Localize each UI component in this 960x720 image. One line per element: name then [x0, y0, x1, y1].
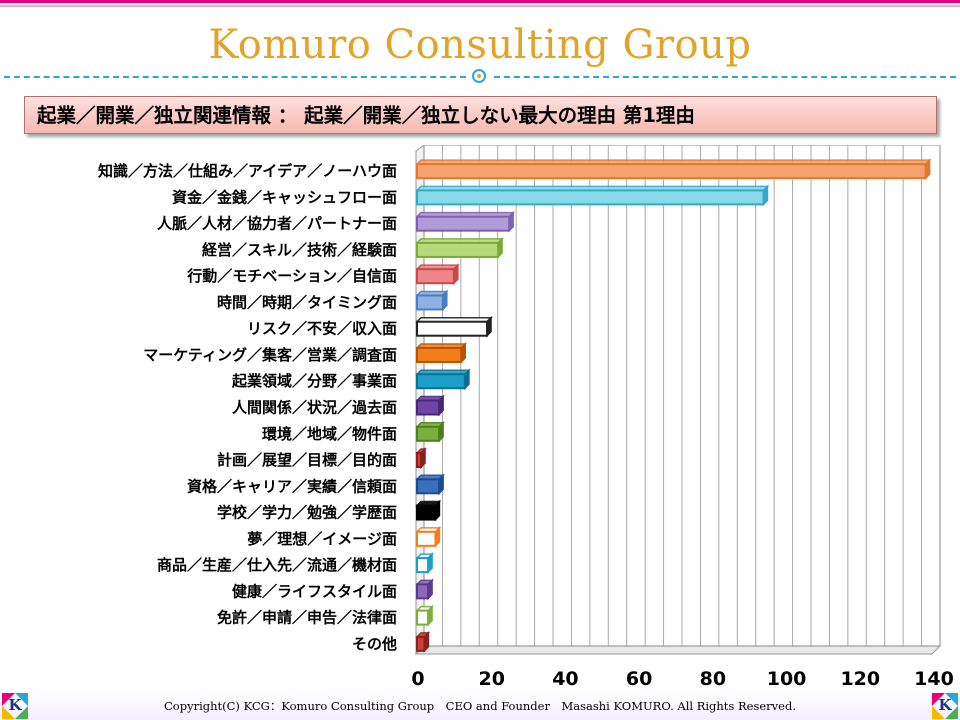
title-divider-left [4, 76, 466, 78]
bar [416, 452, 422, 469]
bar [416, 635, 426, 652]
category-label: 行動／モチベーション／自信面 [186, 267, 397, 285]
bar [416, 320, 489, 337]
category-label: 資金／金銭／キャッシュフロー面 [172, 188, 397, 206]
bar-chart: 知識／方法／仕組み／アイデア／ノーハウ面資金／金銭／キャッシュフロー面人脈／人材… [98, 145, 954, 690]
page-title: Komuro Consulting Group [208, 22, 752, 68]
bar [416, 399, 441, 416]
bar [416, 294, 444, 311]
category-label: 健康／ライフスタイル面 [232, 582, 397, 600]
bar [416, 215, 511, 232]
title-divider-right [494, 76, 956, 78]
k-logo-icon-right: K [932, 693, 958, 719]
category-label: 計画／展望／目標／目的面 [217, 451, 397, 469]
x-tick-label: 20 [478, 668, 504, 690]
category-label: その他 [352, 635, 397, 653]
category-label: 経営／スキル／技術／経験面 [202, 241, 397, 259]
category-label: 環境／地域／物件面 [262, 425, 397, 443]
x-tick-label: 40 [552, 668, 578, 690]
category-label: 知識／方法／仕組み／アイデア／ノーハウ面 [98, 162, 397, 180]
category-label: 人脈／人材／協力者／パートナー面 [157, 215, 397, 233]
category-label: 免許／申請／申告／法律面 [217, 609, 397, 627]
bar [416, 425, 441, 442]
x-tick-label: 80 [700, 668, 726, 690]
footer-bar [0, 691, 960, 720]
category-label: 夢／理想／イメージ面 [247, 530, 397, 548]
x-tick-label: 140 [914, 668, 954, 690]
category-label: 時間／時期／タイミング面 [217, 293, 397, 311]
category-label: 学校／学力／勉強／学歴面 [217, 504, 397, 522]
bar [416, 557, 430, 574]
x-tick-label: 0 [411, 668, 424, 690]
category-label: マーケティング／集客／営業／調査面 [143, 346, 397, 364]
bar [416, 583, 430, 600]
copyright-text: Copyright(C) KCG：Komuro Consulting Group… [164, 699, 796, 713]
bar [416, 373, 466, 390]
bar [416, 346, 463, 363]
x-tick-label: 60 [626, 668, 652, 690]
k-logo-icon-left: K [2, 693, 28, 719]
x-tick-label: 100 [767, 668, 807, 690]
bar [416, 530, 437, 547]
bar [416, 478, 441, 495]
bar [416, 163, 927, 180]
category-label: リスク／不安／収入面 [247, 320, 397, 338]
category-label: 資格／キャリア／実績／信頼面 [187, 477, 397, 495]
bar [416, 504, 437, 521]
category-label: 起業領域／分野／事業面 [231, 372, 397, 390]
plot-area-border [423, 145, 941, 647]
category-label: 人間関係／状況／過去面 [232, 399, 397, 417]
bar [416, 189, 765, 206]
category-label: 商品／生産／仕入先／流通／機材面 [157, 556, 397, 574]
x-tick-label: 120 [840, 668, 880, 690]
bar [416, 609, 430, 626]
divider-ornament-icon [472, 69, 486, 83]
top-accent-line [0, 0, 960, 3]
section-banner: 起業／開業／独立関連情報 ： 起業／開業／独立しない最大の理由 第1理由 [24, 96, 937, 134]
chart-floor [414, 645, 942, 655]
top-accent-line-thin [0, 5, 960, 7]
bar [416, 268, 455, 285]
bar [416, 241, 500, 258]
